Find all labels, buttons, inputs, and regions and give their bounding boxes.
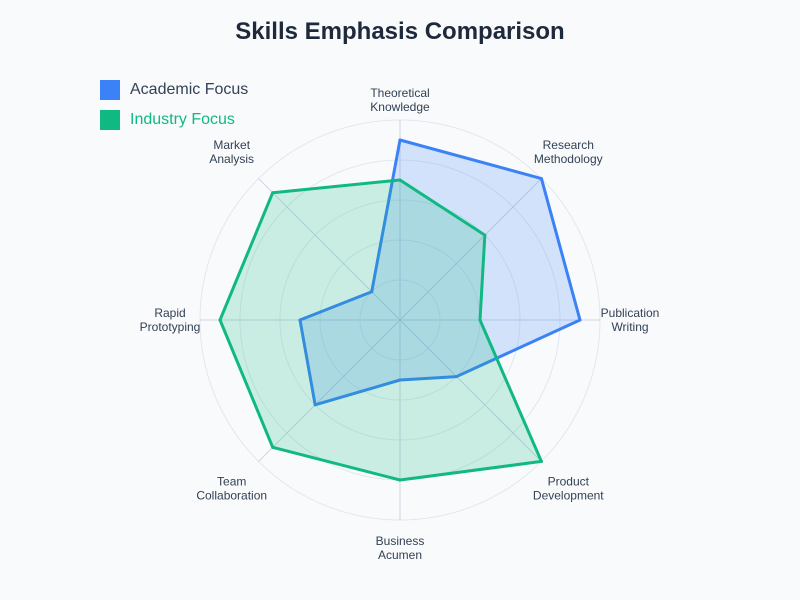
axis-label-line: Rapid: [154, 306, 185, 320]
axis-label: Publication Writing: [601, 306, 660, 334]
data-point: [398, 138, 402, 142]
axis-label-line: Theoretical: [370, 86, 429, 100]
axis-label-line: Market: [213, 138, 250, 152]
axis-label-line: Analysis: [209, 152, 254, 166]
legend-item-industry: Industry Focus: [100, 110, 235, 130]
axis-label-line: Product: [548, 474, 590, 488]
axis-label: Theoretical Knowledge: [370, 86, 430, 114]
axis-label-line: Research: [543, 138, 594, 152]
radar-grid: [199, 119, 601, 521]
axis-label-line: Business: [376, 534, 425, 548]
data-point: [398, 178, 402, 182]
axis-label-line: Team: [217, 474, 246, 488]
data-point: [578, 318, 582, 322]
axis-label: Market Analysis: [209, 138, 254, 166]
grid-spoke: [258, 319, 401, 462]
data-point: [370, 290, 374, 294]
axis-label: Rapid Prototyping: [140, 306, 201, 334]
legend-label-academic: Academic Focus: [130, 81, 249, 98]
data-point: [398, 378, 402, 382]
axis-label-line: Acumen: [378, 548, 422, 562]
axis-label-line: Writing: [611, 320, 648, 334]
data-point: [271, 445, 275, 449]
data-point: [539, 459, 543, 463]
data-point: [271, 191, 275, 195]
data-point: [455, 375, 459, 379]
axis-labels: Theoretical Knowledge Research Methodology P…: [140, 86, 660, 562]
axis-label-line: Collaboration: [196, 488, 267, 502]
data-point: [478, 318, 482, 322]
axis-label: Product Development: [533, 474, 604, 502]
grid-spoke: [399, 319, 542, 462]
axis-label-line: Knowledge: [370, 100, 430, 114]
data-point: [313, 403, 317, 407]
chart-title: Skills Emphasis Comparison: [235, 18, 565, 45]
axis-label-line: Methodology: [534, 152, 603, 166]
legend-label-industry: Industry Focus: [130, 111, 235, 128]
axis-label: Research Methodology: [534, 138, 603, 166]
axis-label-line: Prototyping: [140, 320, 201, 334]
data-point: [483, 233, 487, 237]
data-point: [298, 318, 302, 322]
axis-label: Team Collaboration: [196, 474, 267, 502]
data-point: [218, 318, 222, 322]
axis-label-line: Development: [533, 488, 604, 502]
legend-swatch-academic: [100, 80, 120, 100]
grid-spoke: [399, 178, 542, 321]
legend-swatch-industry: [100, 110, 120, 130]
legend-item-academic: Academic Focus: [100, 80, 248, 100]
grid-spoke: [258, 178, 401, 321]
data-point: [539, 177, 543, 181]
axis-label: Business Acumen: [376, 534, 425, 562]
radar-series: [218, 138, 582, 482]
data-point: [398, 478, 402, 482]
axis-label-line: Publication: [601, 306, 660, 320]
